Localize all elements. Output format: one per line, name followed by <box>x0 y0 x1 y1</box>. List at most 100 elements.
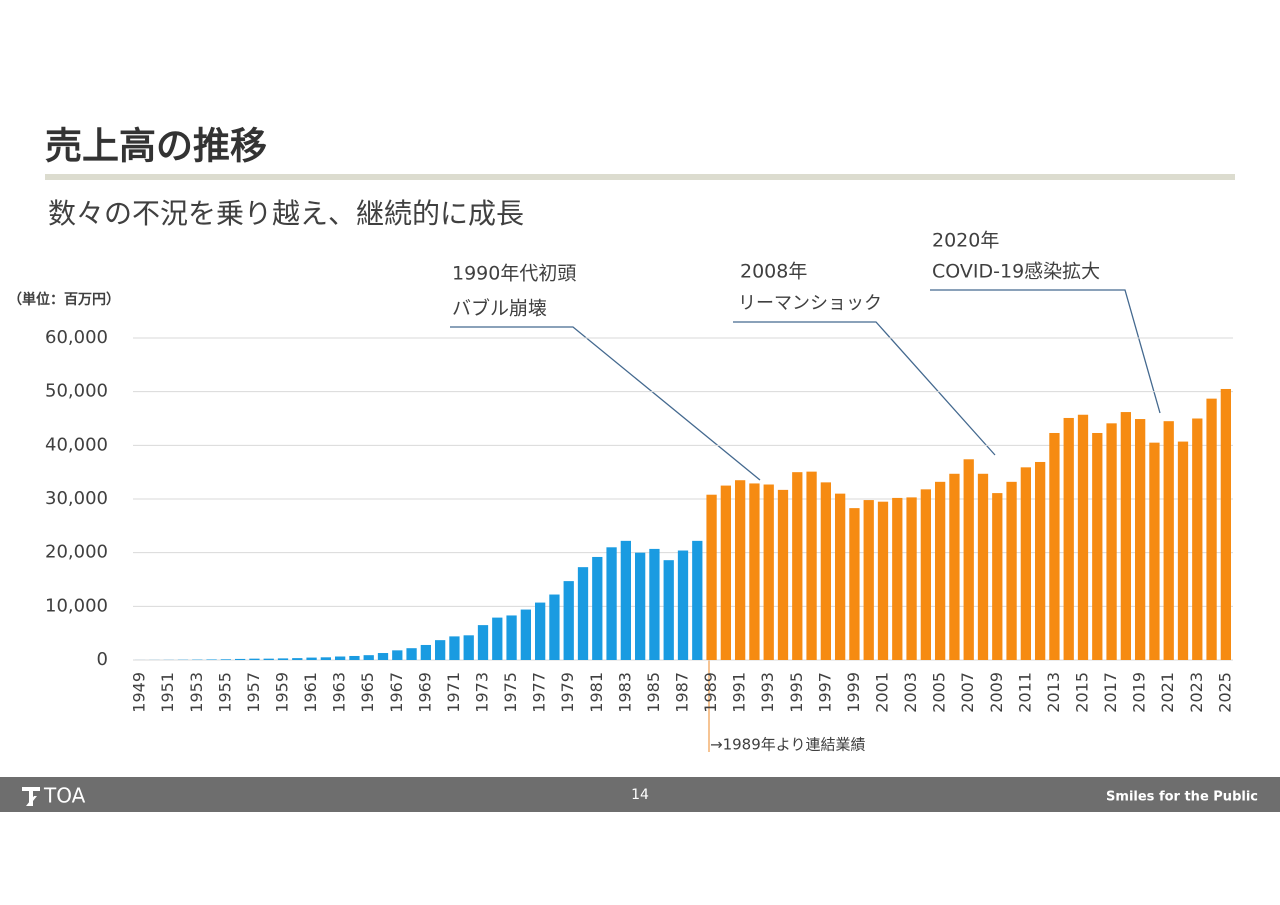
bar <box>906 497 917 660</box>
x-tick-label: 1999 <box>844 672 863 713</box>
bar <box>1006 481 1017 660</box>
x-tick-label: 1985 <box>644 672 663 713</box>
bar <box>335 656 346 660</box>
x-tick-label: 1957 <box>244 672 263 713</box>
footer-bar <box>0 777 1280 812</box>
logo-icon <box>22 787 40 806</box>
bar <box>449 636 460 660</box>
x-tick-label: 2009 <box>987 672 1006 713</box>
x-tick-label: 1965 <box>358 672 377 713</box>
leader-line <box>930 289 1161 414</box>
bar <box>1220 388 1231 660</box>
bar <box>549 594 560 660</box>
y-tick-label: 20,000 <box>45 542 108 563</box>
bar <box>735 480 746 660</box>
bar <box>420 644 431 660</box>
bar <box>406 648 417 660</box>
bar <box>892 497 903 660</box>
bar <box>535 602 546 660</box>
bar <box>320 657 331 660</box>
slide-title: 売上高の推移 <box>45 125 267 168</box>
bar <box>849 508 860 660</box>
bar <box>792 472 803 660</box>
bar <box>392 650 403 660</box>
bar <box>635 552 646 660</box>
bar <box>992 493 1003 660</box>
bar <box>877 501 889 660</box>
bar <box>606 547 617 660</box>
title-rule <box>45 174 1235 180</box>
bar <box>963 459 974 660</box>
x-tick-label: 1949 <box>130 672 149 713</box>
annotation-text: 2008年 <box>740 261 807 283</box>
bar <box>220 659 231 660</box>
bar <box>235 658 246 660</box>
y-tick-label: 50,000 <box>45 381 108 402</box>
bar <box>1163 421 1174 660</box>
bar <box>277 658 289 660</box>
bar <box>377 653 389 660</box>
subtitle: 数々の不況を乗り越え、継続的に成長 <box>48 197 524 230</box>
y-tick-label: 10,000 <box>45 595 108 616</box>
annotation-text: リーマンショック <box>738 293 882 314</box>
x-tick-label: 1975 <box>501 672 520 713</box>
leader-line <box>733 321 996 456</box>
bar <box>677 550 689 660</box>
x-tick-label: 2003 <box>901 672 920 713</box>
bar <box>520 609 531 660</box>
bar <box>820 482 831 660</box>
bar <box>920 489 931 660</box>
x-tick-label: 1981 <box>587 672 606 713</box>
x-tick-label: 2019 <box>1130 672 1149 713</box>
x-tick-label: 2005 <box>930 672 949 713</box>
annotation-text: →1989年より連結業績 <box>710 736 865 754</box>
x-tick-label: 2007 <box>958 672 977 713</box>
bar <box>935 481 946 660</box>
bar <box>249 658 260 660</box>
bar <box>577 567 589 660</box>
x-tick-label: 1969 <box>415 672 434 713</box>
x-tick-label: 1987 <box>673 672 692 713</box>
bar <box>949 473 960 660</box>
bar <box>349 655 360 660</box>
x-tick-label: 2023 <box>1187 672 1206 713</box>
x-tick-label: 2021 <box>1158 672 1177 713</box>
bar <box>506 615 517 660</box>
x-tick-label: 1995 <box>787 672 806 713</box>
x-tick-label: 1951 <box>158 672 177 713</box>
bar <box>477 625 489 660</box>
bar <box>592 556 603 660</box>
bar <box>692 540 703 660</box>
x-tick-label: 1971 <box>444 672 463 713</box>
x-tick-label: 2015 <box>1073 672 1092 713</box>
bar <box>1077 414 1089 660</box>
bar <box>206 659 217 660</box>
y-tick-label: 40,000 <box>45 434 108 455</box>
annotation-text: COVID-19感染拡大 <box>932 261 1100 283</box>
bar <box>1149 442 1160 660</box>
bar <box>620 540 631 660</box>
x-tick-label: 1983 <box>615 672 634 713</box>
page-number: 14 <box>631 787 649 803</box>
y-tick-label: 60,000 <box>45 327 108 348</box>
bar <box>363 655 374 660</box>
x-tick-label: 2001 <box>873 672 892 713</box>
bar <box>977 473 989 660</box>
x-tick-label: 1997 <box>815 672 834 713</box>
x-tick-label: 1961 <box>301 672 320 713</box>
x-tick-label: 1977 <box>530 672 549 713</box>
logo-text: TOA <box>43 784 86 808</box>
x-tick-label: 1993 <box>758 672 777 713</box>
x-tick-label: 1953 <box>187 672 206 713</box>
bar <box>806 471 817 660</box>
bar <box>1192 418 1203 660</box>
bar <box>1049 432 1060 660</box>
x-tick-label: 1959 <box>273 672 292 713</box>
plot: 0 10,000 20,000 30,000 40,000 50,000 60,000 194… <box>45 327 1234 713</box>
leader-line <box>450 326 761 481</box>
annotation-text: バブル崩壊 <box>452 297 547 320</box>
bar <box>706 494 717 660</box>
slogan: Smiles for the Public <box>1106 790 1258 805</box>
